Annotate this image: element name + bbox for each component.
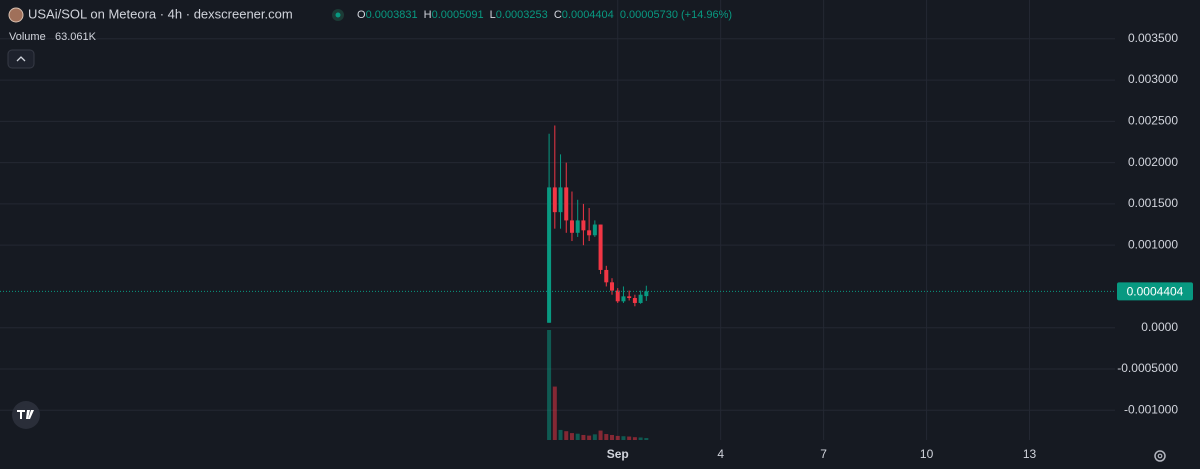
volume-bar xyxy=(587,435,592,440)
candle-body xyxy=(604,269,609,283)
settings-icon[interactable] xyxy=(1154,450,1166,462)
volume-bar xyxy=(581,434,586,440)
x-tick-label: 13 xyxy=(1023,447,1037,461)
candle-body xyxy=(638,294,643,303)
chevron-icon xyxy=(16,56,26,62)
logo-icon xyxy=(17,410,34,419)
candle-body xyxy=(587,230,592,236)
volume-bar xyxy=(627,436,632,440)
ohlc-key: O xyxy=(357,9,366,21)
candle-body xyxy=(564,187,569,221)
volume-title: Volume xyxy=(9,31,46,43)
y-tick-label: 0.003000 xyxy=(1128,72,1178,86)
ohlc-value: 0.0003253 xyxy=(496,9,548,21)
logo-badge[interactable] xyxy=(12,401,40,429)
last-price-label: 0.0004404 xyxy=(1127,285,1184,299)
candle-body xyxy=(627,296,632,299)
volume-label: 63.061K xyxy=(55,31,97,43)
volume-bar xyxy=(552,386,557,440)
ohlc-key: L xyxy=(490,9,496,21)
candle-body xyxy=(598,224,603,270)
volume-bar xyxy=(638,437,643,440)
y-tick-label: -0.001000 xyxy=(1124,402,1178,416)
volume-bar xyxy=(547,330,552,440)
volume-pane xyxy=(547,330,649,440)
candle-body xyxy=(569,220,574,233)
volume-bar xyxy=(610,434,615,440)
token-icon xyxy=(8,7,24,23)
volume-bar xyxy=(575,433,580,440)
y-tick-label: 0.002000 xyxy=(1128,155,1178,169)
ohlc-legend: O0.0003831 H0.0005091 L0.0003253 C0.0004… xyxy=(357,9,732,21)
candle-body xyxy=(610,282,615,291)
volume-bar xyxy=(632,437,637,440)
volume-bar xyxy=(564,431,569,440)
volume-bar xyxy=(644,438,649,440)
x-tick-label: 7 xyxy=(820,447,827,461)
candle-body xyxy=(615,290,620,302)
settings-icon-center xyxy=(1157,453,1163,459)
volume-bar xyxy=(592,434,597,440)
chart-title: USAi/SOL on Meteora · 4h · dexscreener.c… xyxy=(28,6,293,21)
candle-body xyxy=(547,187,552,323)
ohlc-key: C xyxy=(554,9,562,21)
y-tick-label: 0.001000 xyxy=(1128,237,1178,251)
x-tick-label: 4 xyxy=(717,447,724,461)
change: 0.00005730 (+14.96%) xyxy=(620,9,732,21)
volume-bar xyxy=(558,429,563,440)
y-tick-label: 0.002500 xyxy=(1128,114,1178,128)
candle-body xyxy=(552,187,557,213)
candles xyxy=(0,125,1115,323)
y-tick-label: -0.0005000 xyxy=(1117,361,1178,375)
y-tick-label: 0.003500 xyxy=(1128,31,1178,45)
status-dot xyxy=(335,12,341,18)
volume-bar xyxy=(598,430,603,440)
candle-body xyxy=(644,291,649,297)
volume-bar xyxy=(615,435,620,440)
candle-body xyxy=(575,220,580,233)
y-tick-label: 0.001500 xyxy=(1128,196,1178,210)
ohlc-key: H xyxy=(424,9,432,21)
last-price-box xyxy=(1117,282,1193,301)
volume-bar xyxy=(621,436,626,440)
y-tick-label: 0.0000 xyxy=(1141,320,1178,334)
ohlc-value: 0.0004404 xyxy=(562,9,614,21)
candle-body xyxy=(581,220,586,231)
candle-body xyxy=(558,187,563,213)
volume-bar xyxy=(569,433,574,440)
ohlc-value: 0.0005091 xyxy=(432,9,484,21)
candle-body xyxy=(592,224,597,236)
volume-bar xyxy=(604,434,609,440)
candle-body xyxy=(632,298,637,303)
axes: 0.003500 0.003000 0.002500 0.002000 0.001500… xyxy=(607,31,1193,461)
collapse-button[interactable] xyxy=(7,49,35,69)
x-tick-label: 10 xyxy=(920,447,934,461)
ohlc-value: 0.0003831 xyxy=(366,9,418,21)
grid xyxy=(0,0,1115,440)
candle-body xyxy=(621,296,626,302)
x-tick-label: Sep xyxy=(607,447,629,461)
